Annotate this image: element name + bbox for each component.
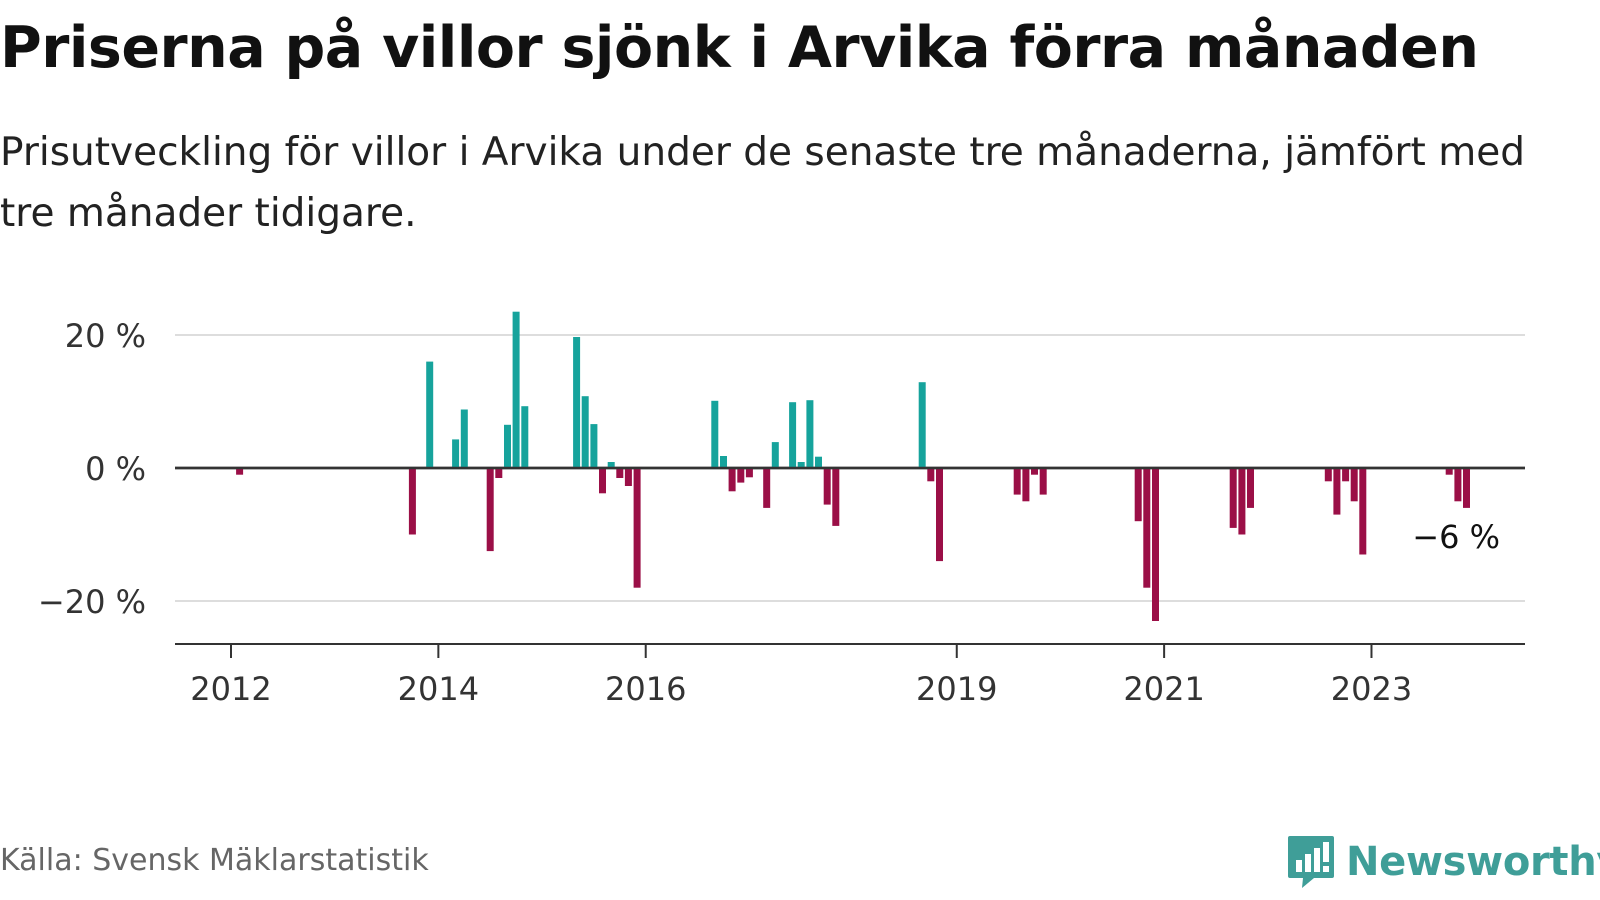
- x-tick-label: 2012: [190, 670, 271, 708]
- bar: [607, 462, 615, 468]
- bar: [1238, 468, 1246, 535]
- bar: [815, 456, 822, 468]
- bar: [1039, 468, 1047, 495]
- bar: [1143, 468, 1151, 588]
- bar: [771, 442, 779, 468]
- x-tick-label: 2016: [605, 670, 686, 708]
- bar: [616, 468, 624, 478]
- bar: [1359, 468, 1367, 555]
- bar: [1324, 468, 1332, 482]
- chart-subtitle: Prisutveckling för villor i Arvika under…: [0, 130, 1525, 236]
- x-tick-label: 2021: [1123, 670, 1204, 708]
- bar: [789, 402, 797, 468]
- bar: [1454, 468, 1462, 502]
- y-tick-label: 0 %: [85, 450, 146, 488]
- x-tick-label: 2023: [1331, 670, 1412, 708]
- bar: [512, 311, 520, 468]
- bar: [1022, 468, 1030, 502]
- bar: [1031, 468, 1038, 475]
- bar: [797, 462, 805, 468]
- bar: [1333, 468, 1341, 515]
- bar: [745, 468, 753, 478]
- bar: [521, 406, 529, 468]
- bar: [624, 468, 632, 486]
- bar: [823, 468, 831, 505]
- bar: [1463, 468, 1470, 508]
- bar: [936, 468, 943, 562]
- bar: [495, 468, 503, 478]
- bar: [1350, 468, 1358, 502]
- bar: [720, 456, 727, 468]
- newsworthy-logo: Newsworthy: [1286, 834, 1600, 890]
- bar: [711, 400, 719, 468]
- bar: [573, 337, 581, 468]
- bar: [590, 424, 598, 468]
- bar: [599, 468, 606, 494]
- annotations: −6 %: [1412, 518, 1500, 556]
- y-axis-labels: 20 % 0 % −20 %: [38, 317, 146, 621]
- bar: [452, 439, 460, 468]
- bars: [175, 311, 1525, 621]
- bar: [1152, 468, 1159, 621]
- x-tick-label: 2019: [916, 670, 997, 708]
- bar: [1342, 468, 1350, 482]
- bar: [236, 468, 244, 475]
- bar: [1013, 468, 1021, 495]
- bar: [1229, 468, 1237, 528]
- brand-name: Newsworthy: [1346, 839, 1600, 885]
- bar: [728, 468, 736, 492]
- bar-chart: 20 % 0 % −20 % 2012 2014 2016 2019 2021 2023 −6…: [38, 311, 1525, 708]
- bar: [918, 382, 926, 468]
- bar: [1134, 468, 1142, 522]
- y-tick-label: −20 %: [38, 583, 146, 621]
- bar: [1445, 468, 1453, 475]
- bar: [1247, 468, 1254, 508]
- bar: [763, 468, 771, 508]
- y-tick-label: 20 %: [65, 317, 146, 355]
- x-tick-label: 2014: [398, 670, 479, 708]
- chart-title: Priserna på villor sjönk i Arvika förra …: [0, 15, 1479, 81]
- x-axis: 2012 2014 2016 2019 2021 2023: [175, 643, 1525, 708]
- last-value-label: −6 %: [1412, 518, 1500, 556]
- bar: [737, 468, 745, 483]
- bar: [408, 468, 416, 535]
- newsworthy-icon: [1288, 836, 1334, 888]
- bar: [486, 468, 494, 552]
- bar: [426, 361, 434, 468]
- bar: [927, 468, 935, 482]
- bar: [633, 468, 641, 588]
- bar: [460, 409, 468, 468]
- bar: [504, 424, 511, 468]
- bar: [832, 468, 840, 526]
- bar: [806, 400, 814, 468]
- bar: [581, 396, 589, 468]
- source-note: Källa: Svensk Mäklarstatistik: [0, 843, 429, 878]
